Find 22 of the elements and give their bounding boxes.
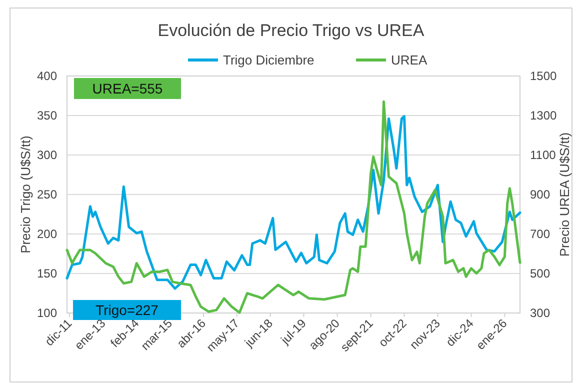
y-axis-title: Precio Trigo (U$S/tt) — [18, 136, 33, 254]
y2-tick-label: 1300 — [530, 108, 558, 123]
annotation: UREA=555 — [92, 80, 163, 96]
y2-tick-label: 300 — [530, 306, 550, 320]
y2-tick-label: 1500 — [530, 69, 558, 84]
line-series — [66, 115, 522, 290]
y-tick-label: 400 — [36, 69, 58, 84]
y2-axis-title: Precio UREA (U$S/tt) — [557, 132, 572, 257]
annotation: Trigo=227 — [96, 302, 159, 318]
y-tick-label: 150 — [36, 266, 58, 281]
y-tick-label: 300 — [36, 148, 58, 162]
chart-title: Evolución de Precio Trigo vs UREA — [158, 21, 425, 40]
legend-label: UREA — [391, 52, 428, 68]
y-tick-label: 100 — [36, 306, 58, 320]
y-tick-label: 250 — [36, 188, 58, 202]
y2-tick-label: 1100 — [530, 148, 556, 162]
y2-tick-label: 500 — [530, 266, 550, 281]
y2-tick-label: 700 — [530, 227, 550, 242]
y-tick-label: 200 — [36, 227, 58, 242]
y2-tick-label: 900 — [530, 188, 550, 202]
legend-label: Trigo Diciembre — [223, 52, 314, 68]
y-tick-label: 350 — [36, 108, 58, 123]
